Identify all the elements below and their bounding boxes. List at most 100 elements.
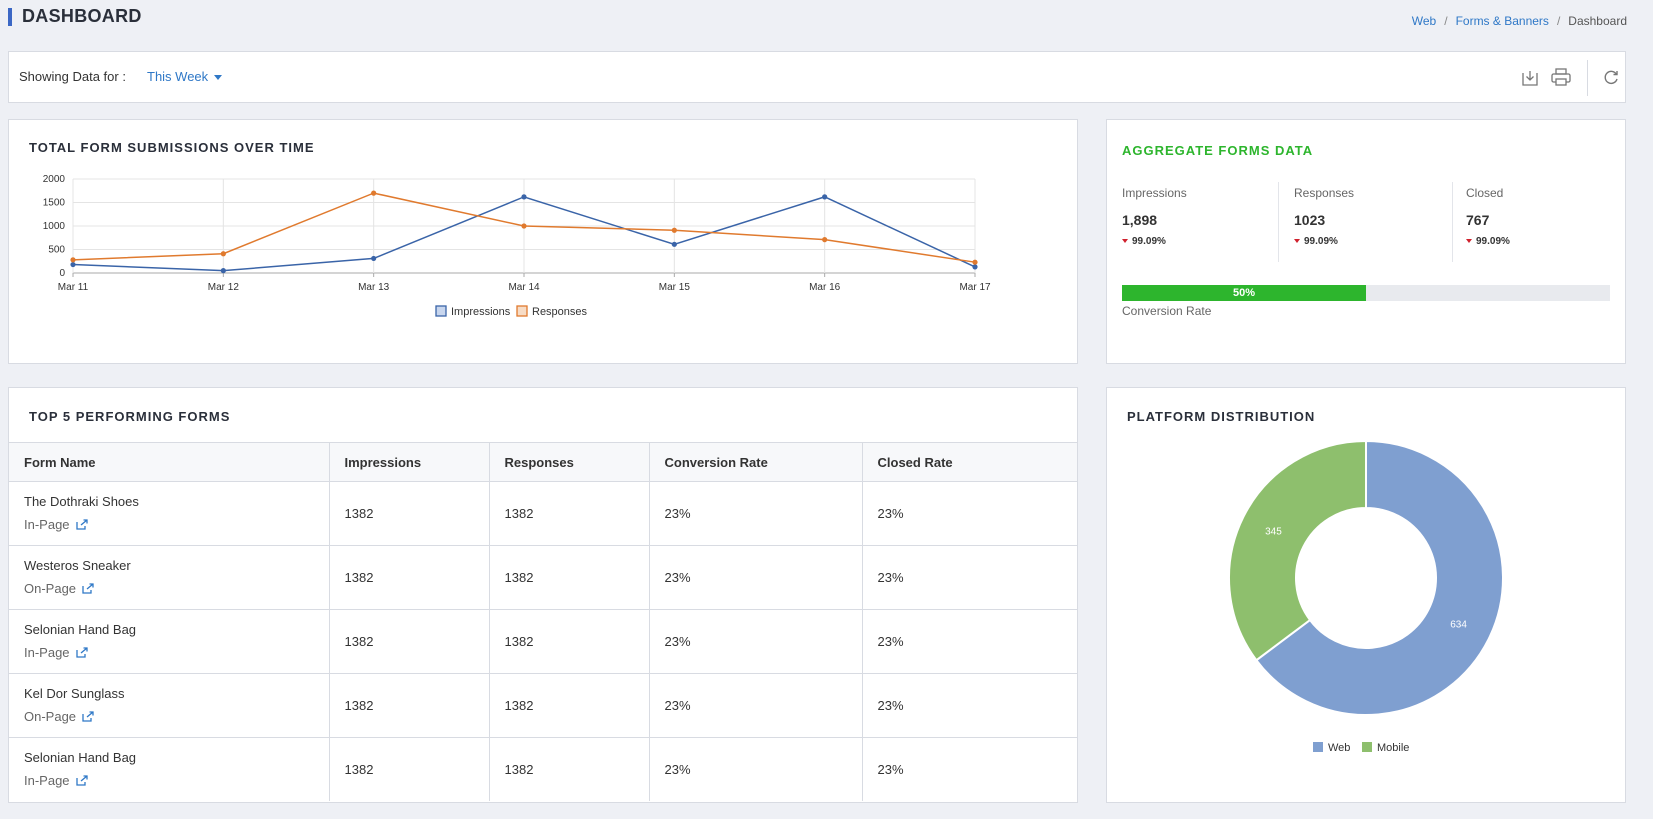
conversion-rate-cell: 23% (649, 481, 863, 546)
stat-value: 767 (1466, 212, 1490, 228)
conversion-progress-fill: 50% (1122, 285, 1366, 301)
closed-rate-cell: 23% (862, 545, 1077, 610)
x-tick-label: Mar 14 (508, 282, 540, 293)
donut-slice-web (1254, 439, 1504, 716)
form-type-label: On-Page (24, 708, 77, 724)
print-icon[interactable] (1549, 65, 1573, 89)
slice-value-label: 634 (1450, 619, 1467, 630)
platform-donut-chart: 634 345 Web Mobile (1228, 439, 1504, 754)
x-tick-label: Mar 11 (58, 282, 89, 293)
legend-swatch (1313, 742, 1323, 752)
form-name-cell: Kel Dor Sunglass On-Page (9, 673, 330, 738)
external-link-icon[interactable] (75, 518, 88, 533)
data-point-responses (671, 227, 677, 233)
data-point-responses (822, 237, 828, 243)
x-tick-label: Mar 16 (809, 282, 841, 293)
stat-value: 1023 (1294, 212, 1326, 228)
form-name: Selonian Hand Bag (24, 749, 137, 765)
table-row: Westeros Sneaker On-Page 1382 1382 23% 23% (9, 545, 1077, 610)
form-name: Kel Dor Sunglass (24, 685, 125, 701)
table-row: Kel Dor Sunglass On-Page 1382 1382 23% 23% (9, 673, 1077, 738)
y-tick-label: 1000 (43, 221, 66, 232)
external-link-icon[interactable] (82, 710, 94, 725)
aggregate-card: AGGREGATE FORMS DATA Impressions 1,898 9… (1106, 119, 1626, 364)
table-row: Selonian Hand Bag In-Page 1382 1382 23% 23% (9, 737, 1077, 801)
impressions-cell: 1382 (329, 545, 490, 610)
y-tick-label: 0 (59, 268, 65, 279)
aggregate-responses: Responses 1023 99.09% (1294, 186, 1444, 247)
impressions-cell: 1382 (329, 481, 490, 546)
closed-rate-cell: 23% (862, 673, 1077, 738)
aggregate-impressions: Impressions 1,898 99.09% (1122, 186, 1272, 247)
stat-value: 1,898 (1122, 212, 1158, 228)
refresh-icon[interactable] (1599, 65, 1623, 89)
toolbar-divider (1587, 60, 1588, 96)
data-point-impressions (521, 194, 527, 200)
form-type-label: On-Page (24, 580, 77, 596)
conversion-rate-cell: 23% (649, 673, 863, 738)
download-icon[interactable] (1518, 65, 1542, 89)
x-tick-label: Mar 17 (959, 282, 991, 293)
responses-cell: 1382 (489, 673, 650, 738)
form-type-label: In-Page (24, 644, 70, 660)
stat-delta: 99.09% (1466, 236, 1616, 247)
x-tick-label: Mar 13 (358, 282, 390, 293)
slice-value-label: 345 (1265, 527, 1282, 538)
data-point-impressions (371, 255, 377, 262)
external-link-icon[interactable] (82, 582, 94, 597)
conversion-rate-label: Conversion Rate (1122, 304, 1212, 318)
data-point-impressions (671, 241, 677, 247)
title-accent-bar (8, 8, 12, 26)
external-link-icon[interactable] (75, 774, 88, 789)
table-header-row: Form Name Impressions Responses Conversi… (9, 442, 1077, 482)
form-name-cell: Selonian Hand Bag In-Page (9, 737, 330, 801)
breadcrumb-web[interactable]: Web (1411, 14, 1437, 28)
trend-down-icon (1122, 239, 1128, 244)
form-name-cell: Selonian Hand Bag In-Page (9, 609, 330, 674)
table-row: Selonian Hand Bag In-Page 1382 1382 23% 23% (9, 609, 1077, 674)
form-name-cell: Westeros Sneaker On-Page (9, 545, 330, 610)
y-tick-label: 2000 (43, 174, 66, 185)
form-type: On-Page (24, 709, 314, 725)
breadcrumb-forms-banners[interactable]: Forms & Banners (1455, 14, 1549, 28)
legend-label: Web (1328, 742, 1350, 754)
closed-rate-cell: 23% (862, 481, 1077, 546)
breadcrumb-separator: / (1556, 14, 1561, 28)
stat-label: Responses (1294, 186, 1355, 200)
impressions-cell: 1382 (329, 737, 490, 801)
legend-swatch (1362, 742, 1372, 752)
conversion-rate-cell: 23% (649, 737, 863, 801)
data-point-impressions (972, 264, 978, 270)
conversion-progress-bar: 50% (1122, 285, 1610, 301)
form-type: On-Page (24, 581, 314, 597)
legend-swatch (435, 305, 447, 317)
column-header[interactable]: Impressions (329, 442, 490, 482)
breadcrumb-current: Dashboard (1568, 14, 1627, 28)
column-header[interactable]: Closed Rate (862, 442, 1077, 482)
responses-cell: 1382 (489, 737, 650, 801)
filter-label: Showing Data for : (19, 69, 126, 84)
form-type: In-Page (24, 645, 314, 661)
date-range-value: This Week (147, 69, 209, 84)
responses-cell: 1382 (489, 545, 650, 610)
x-tick-label: Mar 12 (208, 282, 240, 293)
external-link-icon[interactable] (75, 646, 88, 661)
form-name: The Dothraki Shoes (24, 493, 139, 509)
column-header[interactable]: Responses (489, 442, 650, 482)
data-point-responses (371, 190, 377, 196)
form-type: In-Page (24, 773, 314, 789)
legend-label: Responses (532, 306, 588, 318)
data-point-impressions (220, 268, 226, 274)
column-header[interactable]: Form Name (9, 442, 330, 482)
data-point-responses (220, 251, 226, 257)
trend-down-icon (1294, 239, 1300, 244)
conversion-rate-cell: 23% (649, 545, 863, 610)
impressions-cell: 1382 (329, 609, 490, 674)
stat-delta: 99.09% (1122, 236, 1272, 247)
aggregate-title: AGGREGATE FORMS DATA (1122, 143, 1314, 158)
submissions-chart-card: TOTAL FORM SUBMISSIONS OVER TIME 0 500 100… (8, 119, 1078, 364)
date-range-dropdown[interactable]: This Week (147, 69, 223, 84)
column-header[interactable]: Conversion Rate (649, 442, 863, 482)
y-tick-label: 500 (48, 245, 65, 256)
form-name-cell: The Dothraki Shoes In-Page (9, 481, 330, 546)
